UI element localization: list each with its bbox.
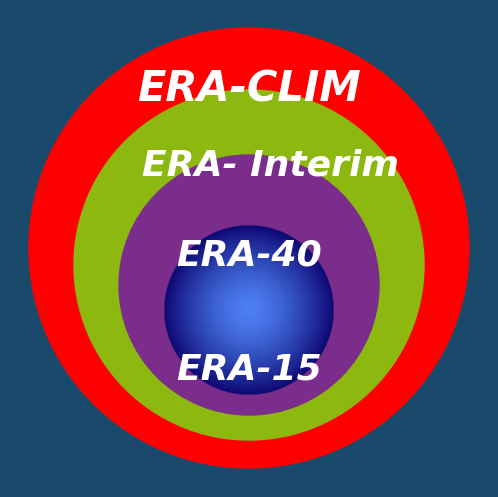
Text: ERA-15: ERA-15: [176, 353, 322, 387]
Circle shape: [74, 90, 424, 440]
Circle shape: [119, 155, 379, 415]
Circle shape: [29, 28, 469, 468]
Text: ERA-CLIM: ERA-CLIM: [137, 69, 361, 111]
Text: ERA-40: ERA-40: [176, 238, 322, 272]
Text: ERA- Interim: ERA- Interim: [141, 148, 398, 182]
